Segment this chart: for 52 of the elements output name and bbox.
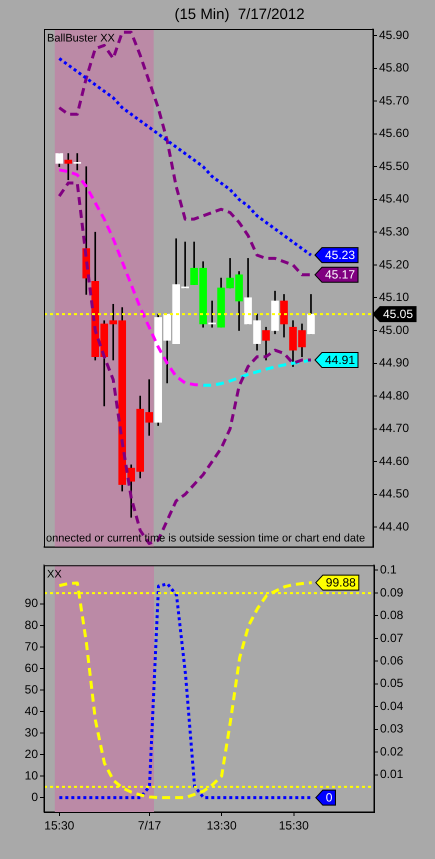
y-tick-label: 90	[24, 596, 38, 610]
y-tick-label: 45.70	[379, 93, 410, 108]
y-tick-label: 40	[24, 704, 38, 718]
y-tick-label: 44.40	[379, 519, 410, 534]
y-tick-label: 45.90	[379, 28, 410, 42]
ref-line-label: 45.05	[383, 306, 414, 321]
y2-tick-label: 0.04	[380, 698, 404, 713]
y-tick-label: 0	[31, 790, 38, 804]
y2-tick-label: 0.06	[380, 654, 404, 668]
data-label: 99.88	[326, 575, 356, 590]
y-tick-label: 44.60	[379, 454, 410, 468]
chart-title: (15 Min) 7/17/2012	[174, 6, 305, 24]
x-tick-label: 15:30	[278, 818, 310, 833]
y2-tick-label: 0.03	[380, 722, 404, 736]
y-tick-label: 44.80	[379, 388, 410, 402]
annotation: XX	[47, 568, 62, 581]
x-tick-label: 7/17	[138, 818, 162, 833]
y-tick-label: 45.50	[379, 158, 410, 173]
y2-tick-label: 0.08	[380, 608, 404, 622]
y-tick-label: 44.50	[379, 486, 410, 501]
y-tick-label: 60	[24, 660, 38, 675]
y-tick-label: 20	[24, 746, 38, 761]
y-tick-label: 10	[24, 768, 38, 782]
y-tick-label: 44.70	[379, 421, 410, 436]
annotation: BallBuster XX	[47, 32, 116, 45]
y-tick-label: 45.40	[379, 192, 410, 206]
y-tick-label: 45.10	[379, 290, 410, 304]
line-series	[58, 168, 205, 387]
data-label: 0	[326, 790, 333, 804]
x-tick-label: 15:30	[44, 818, 75, 833]
y-tick-label: 80	[24, 618, 38, 632]
y-tick-label: 45.60	[379, 126, 410, 140]
data-label: 44.91	[324, 352, 356, 367]
y2-tick-label: 0.09	[380, 585, 404, 600]
y2-tick-label: 0.1	[380, 562, 398, 577]
y2-tick-label: 0.05	[380, 676, 404, 690]
line-series	[58, 56, 312, 257]
data-label: 45.23	[324, 248, 356, 262]
y-tick-label: 45.80	[379, 60, 410, 75]
y-tick-label: 50	[24, 682, 38, 696]
y-tick-label: 30	[24, 725, 38, 740]
y-tick-label: 45.00	[379, 322, 410, 337]
y-tick-label: 44.90	[379, 356, 410, 370]
y2-tick-label: 0.02	[380, 744, 404, 758]
y2-tick-label: 0.01	[380, 767, 404, 782]
x-tick-label: 13:30	[206, 818, 237, 833]
y-tick-label: 45.30	[379, 224, 410, 238]
data-label: 45.17	[324, 268, 356, 282]
y2-tick-label: 0.07	[380, 630, 404, 645]
y-tick-label: 45.20	[379, 257, 410, 272]
y-tick-label: 70	[24, 639, 38, 654]
line-series	[202, 358, 312, 387]
